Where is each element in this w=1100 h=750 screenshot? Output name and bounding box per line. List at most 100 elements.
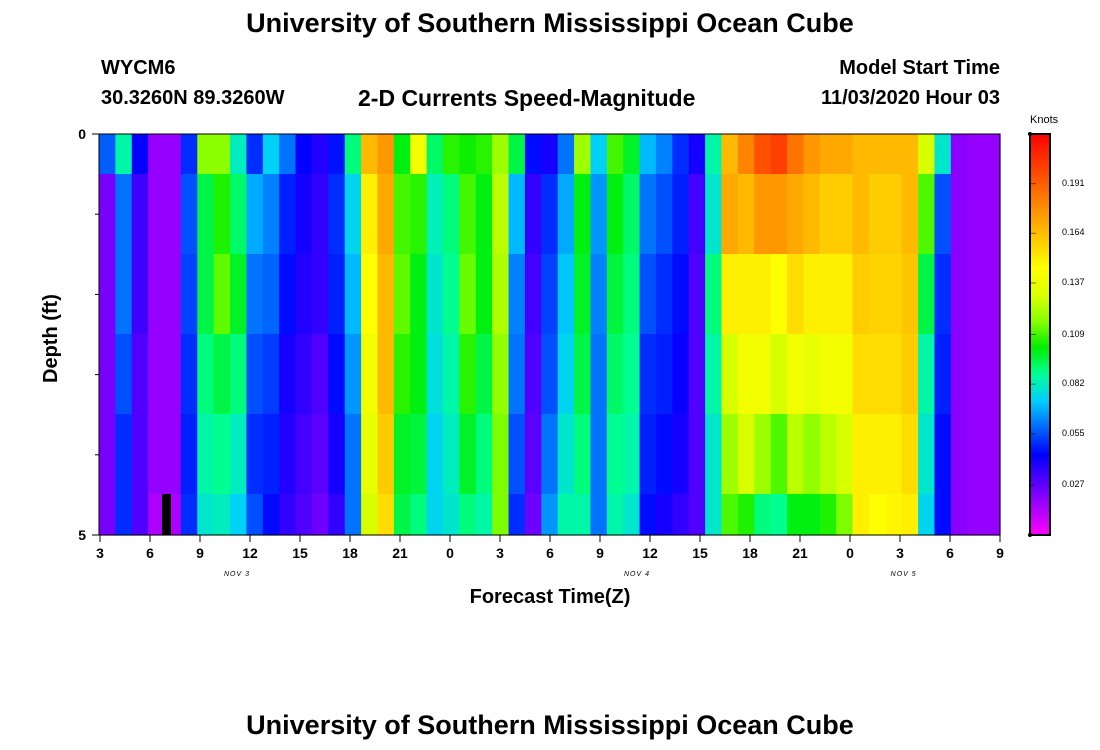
heatmap-cell (361, 174, 379, 255)
heatmap-cell (426, 414, 444, 495)
x-tick-label: 3 (96, 545, 104, 561)
masked-cell (162, 494, 171, 535)
heatmap-cell (148, 334, 166, 415)
heatmap-cell (688, 134, 706, 175)
heatmap-cell (623, 134, 641, 175)
heatmap-cell (492, 254, 510, 335)
heatmap-cell (459, 174, 477, 255)
heatmap-cell (328, 174, 346, 255)
heatmap-cell (721, 334, 739, 415)
heatmap-cell (901, 414, 919, 495)
heatmap-cell (230, 174, 248, 255)
x-tick-label: 18 (742, 545, 758, 561)
heatmap-cell (655, 134, 673, 175)
heatmap-cell (655, 174, 673, 255)
heatmap-cell (279, 334, 297, 415)
heatmap-cell (213, 334, 231, 415)
heatmap-cell (524, 414, 542, 495)
heatmap-cell (606, 174, 624, 255)
heatmap-cell (688, 174, 706, 255)
heatmap-cell (819, 134, 837, 175)
heatmap-cell (770, 134, 788, 175)
heatmap-cell (836, 254, 854, 335)
heatmap-cell (590, 254, 608, 335)
heatmap-cell (705, 494, 723, 536)
heatmap-cell (115, 174, 133, 255)
heatmap-cell (295, 334, 313, 415)
heatmap-cell (967, 334, 985, 415)
heatmap-cell (885, 334, 903, 415)
heatmap-cell (115, 414, 133, 495)
heatmap-cell (524, 254, 542, 335)
heatmap-cell (230, 134, 248, 175)
heatmap-cell (361, 414, 379, 495)
heatmap-cell (164, 134, 182, 175)
heatmap-cell (623, 494, 641, 536)
y-axis-ticks (92, 133, 99, 536)
heatmap-cell (262, 334, 280, 415)
heatmap-cell (868, 134, 886, 175)
heatmap-cell (180, 174, 198, 255)
heatmap-cell (606, 414, 624, 495)
heatmap-cell (115, 134, 133, 175)
heatmap-cell (557, 174, 575, 255)
heatmap-cell (885, 134, 903, 175)
heatmap-cell (279, 174, 297, 255)
heatmap-cell (737, 254, 755, 335)
heatmap-cell (950, 254, 968, 335)
heatmap-cell (770, 494, 788, 536)
heatmap-cell (754, 174, 772, 255)
heatmap-cell (344, 334, 362, 415)
heatmap-cell (754, 414, 772, 495)
heatmap-cell (311, 494, 329, 536)
heatmap-cell (885, 494, 903, 536)
heatmap-cell (311, 254, 329, 335)
heatmap-cell (967, 134, 985, 175)
heatmap-cell (410, 254, 428, 335)
heatmap-cell (524, 334, 542, 415)
heatmap-cell (852, 414, 870, 495)
heatmap-cell (197, 134, 215, 175)
y-tick-label: 0 (78, 126, 86, 142)
heatmap-cell (443, 254, 460, 335)
heatmap-cell (475, 334, 493, 415)
heatmap-cell (230, 414, 248, 495)
heatmap-cell (541, 174, 559, 255)
heatmap-cell (443, 174, 460, 255)
heatmap-cell (868, 414, 886, 495)
heatmap-cell (393, 334, 411, 415)
heatmap-cell (623, 334, 641, 415)
heatmap-cell (180, 414, 198, 495)
heatmap-cell (197, 334, 215, 415)
x-tick-label: 12 (242, 545, 258, 561)
heatmap-cell (918, 414, 936, 495)
heatmap-cell (246, 174, 264, 255)
heatmap-cell (377, 334, 395, 415)
heatmap-cell (246, 254, 264, 335)
heatmap-cell (819, 414, 837, 495)
heatmap-cell (443, 414, 460, 495)
heatmap-cell (655, 414, 673, 495)
x-tick-label: 9 (596, 545, 604, 561)
heatmap-cell (361, 134, 379, 175)
x-tick-label: 18 (342, 545, 358, 561)
heatmap-cell (918, 134, 936, 175)
heatmap-cell (262, 174, 280, 255)
heatmap-cell (639, 254, 657, 335)
heatmap-cell (852, 334, 870, 415)
heatmap-cell (623, 174, 641, 255)
heatmap-cell (344, 134, 362, 175)
heatmap-cell (983, 494, 1001, 536)
heatmap-cell (262, 254, 280, 335)
heatmap-cell (606, 334, 624, 415)
heatmap-cell (541, 414, 559, 495)
x-tick-label: 15 (692, 545, 708, 561)
heatmap-cell (148, 134, 166, 175)
heatmap-cell (328, 494, 346, 536)
heatmap-cell (295, 134, 313, 175)
heatmap-cell (967, 174, 985, 255)
colorbar-tick-label: 0.191 (1062, 177, 1085, 188)
colorbar-tick-label: 0.055 (1062, 427, 1085, 438)
heatmap-cell (99, 134, 116, 175)
